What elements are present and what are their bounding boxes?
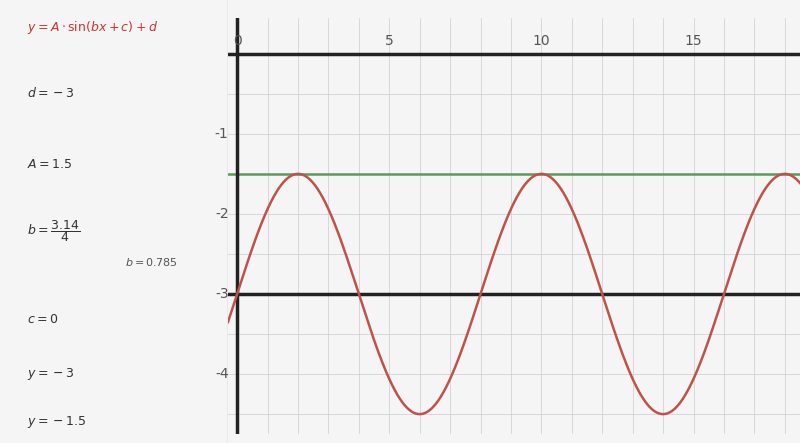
Text: -2: -2 xyxy=(215,207,229,221)
Text: 10: 10 xyxy=(533,34,550,47)
Text: 5: 5 xyxy=(385,34,394,47)
Text: $b = \dfrac{3.14}{4}$: $b = \dfrac{3.14}{4}$ xyxy=(27,218,81,244)
Text: -3: -3 xyxy=(215,287,229,301)
Text: $y = -1.5$: $y = -1.5$ xyxy=(27,414,86,430)
Text: $b = 0.785$: $b = 0.785$ xyxy=(126,256,178,268)
Text: $A = 1.5$: $A = 1.5$ xyxy=(27,158,73,171)
Text: $y = A \cdot \sin(bx + c) + d$: $y = A \cdot \sin(bx + c) + d$ xyxy=(27,19,158,36)
Text: -4: -4 xyxy=(215,367,229,381)
Text: $c = 0$: $c = 0$ xyxy=(27,313,58,326)
Text: $d = -3$: $d = -3$ xyxy=(27,86,75,101)
Text: -1: -1 xyxy=(214,127,229,141)
Text: 15: 15 xyxy=(685,34,702,47)
Text: 0: 0 xyxy=(233,34,242,47)
Text: $y = -3$: $y = -3$ xyxy=(27,365,74,381)
